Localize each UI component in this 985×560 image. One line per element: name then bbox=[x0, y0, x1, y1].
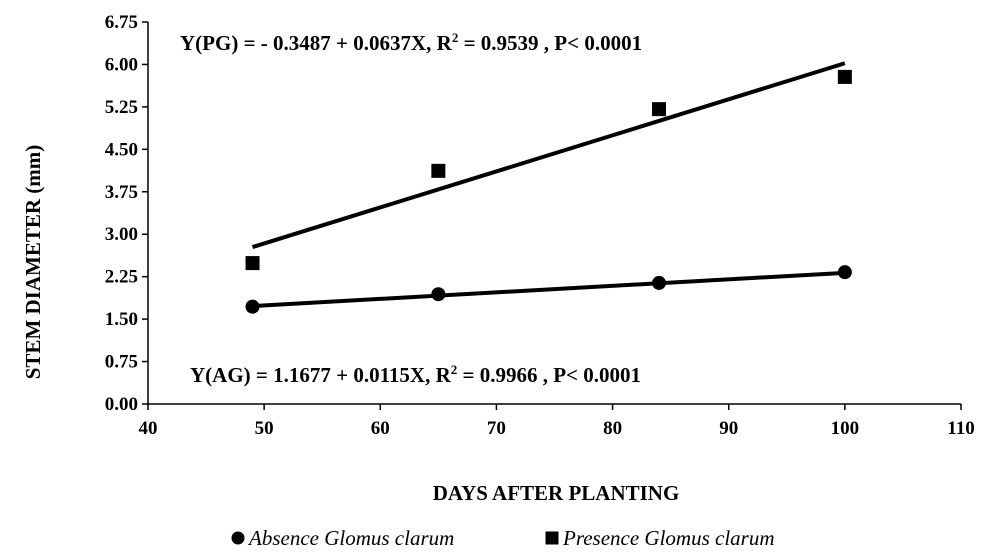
legend-marker-circle bbox=[231, 531, 245, 545]
legend-label-series-2: Presence Glomus clarum bbox=[562, 526, 775, 550]
trendline-series-2 bbox=[251, 61, 846, 250]
data-point-absence bbox=[431, 287, 446, 302]
x-tick-label: 100 bbox=[831, 418, 860, 439]
legend-label-series-1: Absence Glomus clarum bbox=[247, 526, 454, 550]
y-tick-label: 1.50 bbox=[105, 309, 138, 330]
equation-series-2: Y(PG) = - 0.3487 + 0.0637X, R2 = 0.9539 … bbox=[180, 30, 642, 55]
data-points bbox=[245, 69, 852, 314]
equation-text: Y(AG) = 1.1677 + 0.0115X, R bbox=[190, 363, 452, 387]
x-tick-label: 110 bbox=[947, 418, 974, 439]
x-tick-label: 70 bbox=[487, 418, 506, 439]
y-tick-label: 3.75 bbox=[105, 182, 138, 203]
trendline-series-1 bbox=[252, 270, 845, 309]
data-point-absence bbox=[837, 265, 852, 280]
data-point-presence bbox=[837, 69, 852, 84]
y-axis-title: STEM DIAMETER (mm) bbox=[21, 145, 45, 380]
y-tick-label: 4.50 bbox=[105, 139, 138, 160]
y-tick-label: 2.25 bbox=[105, 267, 138, 288]
y-tick-label: 6.00 bbox=[105, 54, 138, 75]
y-tick-label: 5.25 bbox=[105, 97, 138, 118]
trendlines bbox=[251, 61, 846, 309]
equation-superscript: 2 bbox=[452, 30, 459, 45]
chart-axes bbox=[147, 22, 961, 405]
equation-text: Y(PG) = - 0.3487 + 0.0637X, R bbox=[180, 31, 453, 55]
equation-superscript: 2 bbox=[451, 362, 458, 377]
x-tick-label: 50 bbox=[255, 418, 274, 439]
data-point-absence bbox=[652, 275, 667, 290]
chart-ticks: 0.00 0.75 1.50 2.25 3.00 3.75 4.50 5.25 6.00 6.75… bbox=[105, 12, 975, 439]
equation-text: = 0.9539 , P< 0.0001 bbox=[458, 31, 642, 55]
x-tick-label: 60 bbox=[371, 418, 390, 439]
equation-text: = 0.9966 , P< 0.0001 bbox=[457, 363, 641, 387]
y-tick-label: 0.75 bbox=[105, 352, 138, 373]
y-tick-label: 0.00 bbox=[105, 394, 138, 415]
data-point-presence bbox=[652, 102, 667, 117]
x-tick-label: 80 bbox=[603, 418, 622, 439]
legend-marker-square bbox=[545, 531, 559, 545]
x-axis-title: DAYS AFTER PLANTING bbox=[433, 481, 680, 505]
equation-series-1: Y(AG) = 1.1677 + 0.0115X, R2 = 0.9966 , … bbox=[190, 362, 641, 387]
data-point-presence bbox=[245, 256, 260, 271]
y-tick-label: 6.75 bbox=[105, 12, 138, 33]
chart-legend: Absence Glomus clarum Presence Glomus cla… bbox=[231, 526, 775, 550]
x-tick-label: 90 bbox=[719, 418, 738, 439]
data-point-presence bbox=[431, 163, 446, 178]
regression-equations: Y(AG) = 1.1677 + 0.0115X, R2 = 0.9966 , … bbox=[180, 30, 642, 387]
data-point-absence bbox=[245, 299, 260, 314]
x-tick-label: 40 bbox=[139, 418, 158, 439]
y-tick-label: 3.00 bbox=[105, 224, 138, 245]
